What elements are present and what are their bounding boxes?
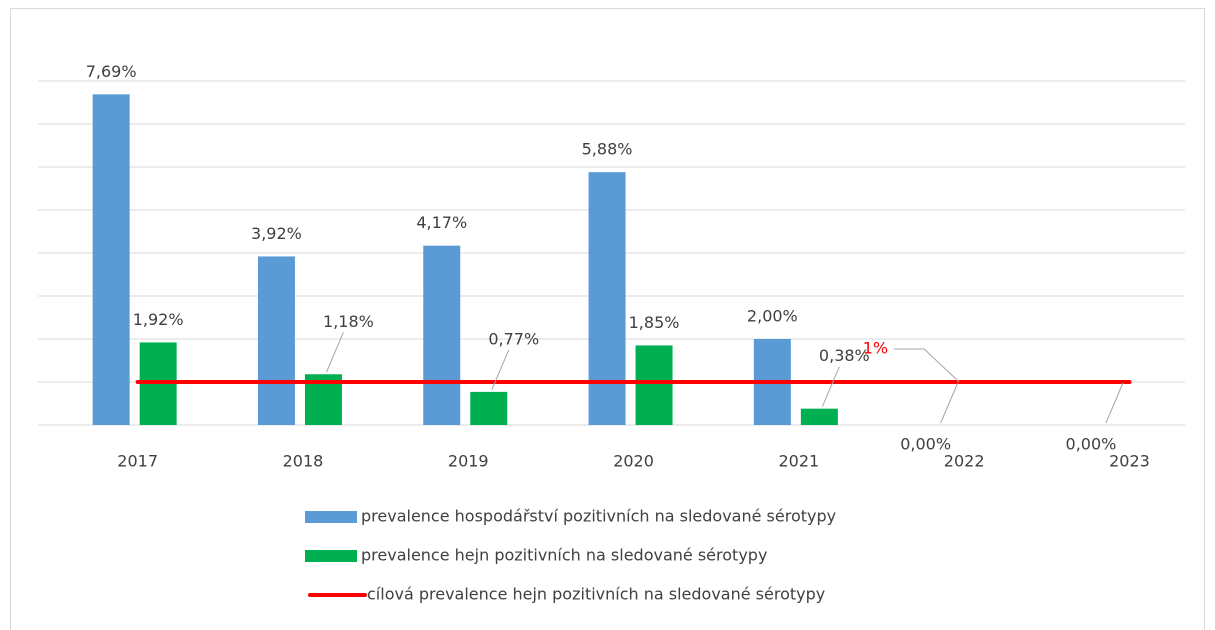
chart-frame	[10, 8, 1205, 630]
bar	[470, 391, 508, 425]
x-tick-label: 2017	[117, 452, 158, 471]
leader-line	[894, 348, 960, 383]
legend-swatch	[305, 511, 357, 523]
bar	[800, 408, 838, 425]
data-label: 3,92%	[251, 224, 302, 243]
leader-line	[821, 366, 840, 407]
data-label: 0,77%	[488, 329, 539, 348]
data-label: 4,17%	[416, 213, 467, 232]
data-label: 1,92%	[133, 310, 184, 329]
leader-line	[940, 382, 959, 424]
data-label: 7,69%	[86, 62, 137, 81]
legend-label: prevalence hospodářství pozitivních na s…	[361, 507, 836, 526]
legend-label: prevalence hejn pozitivních na sledované…	[361, 546, 767, 565]
data-label: 2,00%	[747, 307, 798, 326]
data-label: 0,00%	[900, 435, 951, 454]
data-label: 1%	[863, 339, 888, 358]
data-label: 1,85%	[629, 313, 680, 332]
leader-line	[1105, 382, 1124, 424]
x-tick-label: 2022	[944, 452, 985, 471]
bar	[257, 256, 295, 425]
bar	[92, 94, 130, 425]
leader-line	[491, 349, 510, 391]
data-label: 5,88%	[582, 140, 633, 159]
x-tick-label: 2020	[613, 452, 654, 471]
leader-line	[325, 332, 344, 373]
legend-label: cílová prevalence hejn pozitivních na sl…	[367, 585, 825, 604]
x-tick-label: 2018	[283, 452, 324, 471]
data-label: 1,18%	[323, 312, 374, 331]
x-tick-label: 2021	[778, 452, 819, 471]
legend-swatch	[305, 550, 357, 562]
data-label: 0,38%	[819, 346, 870, 365]
x-tick-label: 2023	[1109, 452, 1150, 471]
x-tick-label: 2019	[448, 452, 489, 471]
bar	[588, 172, 626, 425]
bar	[423, 245, 461, 425]
bar	[635, 345, 673, 425]
data-label: 0,00%	[1066, 435, 1117, 454]
